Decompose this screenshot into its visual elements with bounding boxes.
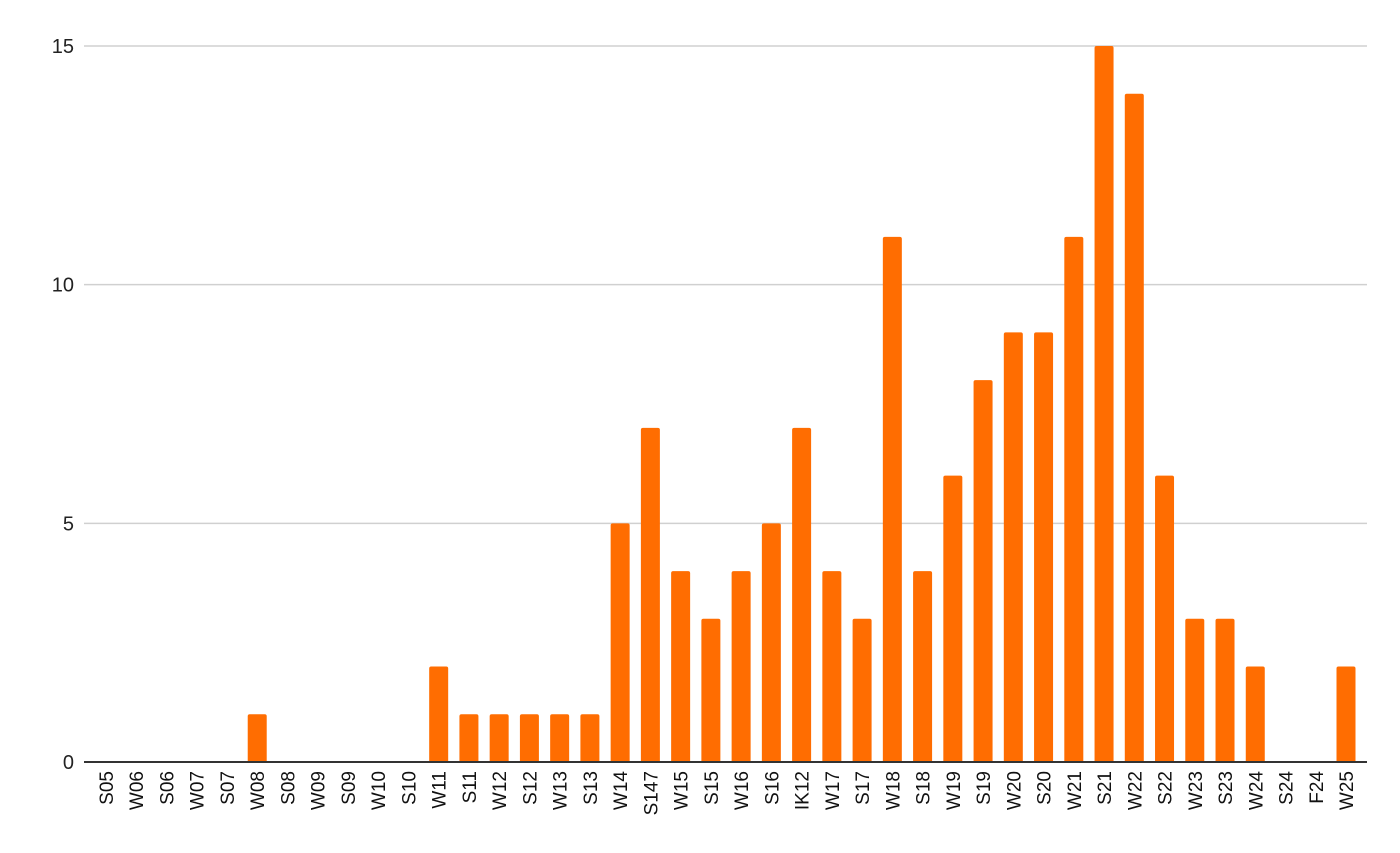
x-tick-label-S13: S13 <box>581 771 602 805</box>
x-tick-label-S147: S147 <box>641 771 662 815</box>
y-tick-label-0: 0 <box>63 752 74 774</box>
x-tick-label-S16: S16 <box>762 771 783 805</box>
x-tick-label-S07: S07 <box>218 771 239 805</box>
x-tick-label-S19: S19 <box>974 771 995 805</box>
x-tick-label-W24: W24 <box>1246 771 1267 811</box>
x-tick-label-W13: W13 <box>551 771 572 810</box>
x-tick-label-S11: S11 <box>460 771 481 803</box>
x-tick-label-W07: W07 <box>188 771 209 810</box>
bar-S17 <box>852 618 872 763</box>
x-tick-label-W21: W21 <box>1065 771 1086 810</box>
x-tick-labels: S05 W06 S06 W07 S07 W08 S08 W09 S09 W10 S10 W11 S11 W… <box>97 771 1358 816</box>
x-tick-label-W19: W19 <box>944 771 965 810</box>
x-tick-label-S12: S12 <box>520 771 541 805</box>
x-tick-label-W25: W25 <box>1337 771 1358 810</box>
x-tick-label-W08: W08 <box>248 771 269 810</box>
bar-S22 <box>1155 475 1175 763</box>
x-tick-label-S23: S23 <box>1216 771 1237 805</box>
y-tick-labels: 0 5 10 15 <box>52 36 74 774</box>
bar-S19 <box>973 380 993 763</box>
x-tick-label-S17: S17 <box>853 771 874 805</box>
bar-W08 <box>247 714 267 763</box>
bars <box>247 46 1356 763</box>
x-tick-label-W16: W16 <box>732 771 753 810</box>
x-tick-label-W14: W14 <box>611 771 632 811</box>
x-tick-label-W09: W09 <box>309 771 330 810</box>
bar-W13 <box>550 714 570 763</box>
bar-W18 <box>882 236 902 763</box>
bar-S12 <box>519 714 539 763</box>
x-tick-label-W12: W12 <box>490 771 511 810</box>
gridlines <box>84 45 1367 525</box>
bar-W19 <box>943 475 963 763</box>
x-tick-label-S09: S09 <box>339 771 360 805</box>
bar-S23 <box>1215 618 1235 763</box>
bar-W16 <box>731 571 751 763</box>
x-tick-label-W20: W20 <box>1004 771 1025 810</box>
bar-W11 <box>429 666 449 763</box>
bar-S147 <box>640 427 660 763</box>
bar-W23 <box>1185 618 1205 763</box>
x-tick-label-W15: W15 <box>672 771 693 810</box>
x-tick-label-S06: S06 <box>157 771 178 805</box>
bar-S11 <box>459 714 479 763</box>
x-tick-label-W17: W17 <box>823 771 844 810</box>
bar-W21 <box>1064 236 1084 763</box>
bar-W14 <box>610 523 630 763</box>
x-tick-label-F24: F24 <box>1307 771 1328 804</box>
x-tick-label-S18: S18 <box>914 771 935 805</box>
x-tick-label-S05: S05 <box>97 771 118 805</box>
bar-S21 <box>1094 46 1114 763</box>
x-tick-label-W18: W18 <box>883 771 904 810</box>
bar-S20 <box>1034 332 1054 763</box>
y-tick-label-15: 15 <box>52 36 74 58</box>
bar-S18 <box>913 571 933 763</box>
bar-IK12 <box>792 427 812 763</box>
x-tick-label-W22: W22 <box>1125 771 1146 810</box>
y-tick-label-5: 5 <box>63 513 74 535</box>
x-tick-label-W10: W10 <box>369 771 390 810</box>
bar-S13 <box>580 714 600 763</box>
x-tick-label-S15: S15 <box>702 771 723 805</box>
x-tick-label-S08: S08 <box>278 771 299 805</box>
bar-W17 <box>822 571 842 763</box>
bar-S16 <box>761 523 781 763</box>
bar-S15 <box>701 618 721 763</box>
bar-W15 <box>671 571 691 763</box>
x-tick-label-W23: W23 <box>1186 771 1207 810</box>
x-tick-label-W11: W11 <box>430 771 451 809</box>
bar-W12 <box>489 714 509 763</box>
bar-W25 <box>1336 666 1356 763</box>
x-tick-label-S21: S21 <box>1095 771 1116 805</box>
x-tick-label-W06: W06 <box>127 771 148 810</box>
x-tick-label-S24: S24 <box>1277 771 1298 805</box>
y-tick-label-10: 10 <box>52 275 74 297</box>
x-tick-label-S10: S10 <box>399 771 420 805</box>
bar-W20 <box>1003 332 1023 763</box>
bar-W22 <box>1124 93 1144 763</box>
x-tick-label-S20: S20 <box>1035 771 1056 805</box>
bar-W24 <box>1245 666 1265 763</box>
x-tick-label-IK12: IK12 <box>793 771 814 810</box>
x-tick-label-S22: S22 <box>1156 771 1177 805</box>
